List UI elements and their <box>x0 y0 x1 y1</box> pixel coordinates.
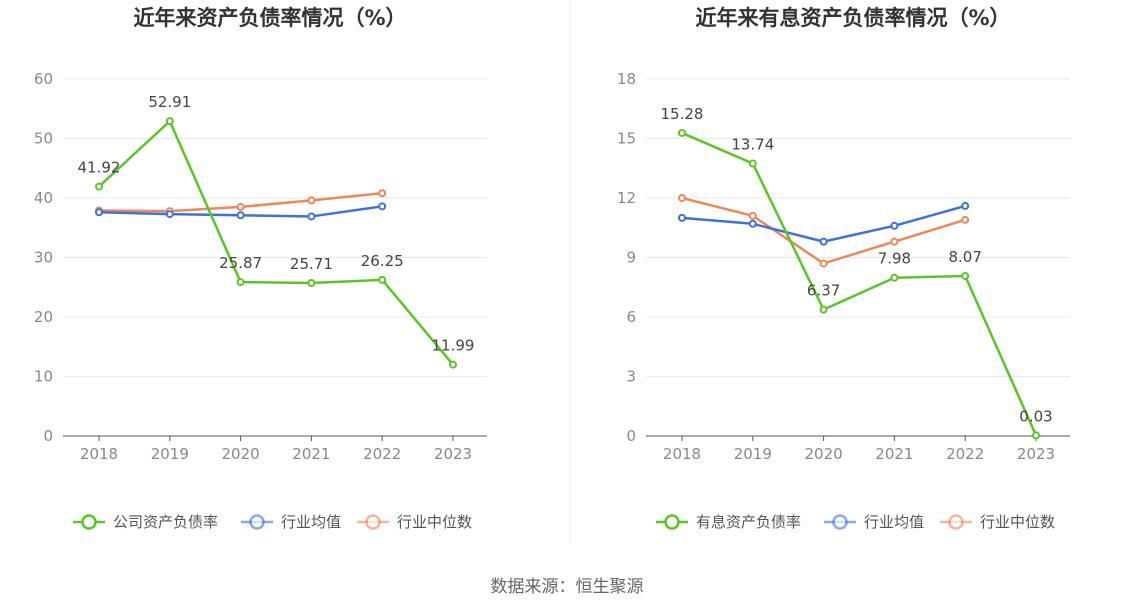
chart-title-interest-debt-ratio: 近年来有息资产负债率情况（%） <box>695 6 1010 30</box>
data-point-avg <box>165 210 174 219</box>
legend-marker-company <box>664 514 680 530</box>
data-point-company <box>95 182 103 191</box>
y-tick-label: 10 <box>34 368 53 386</box>
series-line-company <box>681 131 1038 436</box>
data-label: 0.03 <box>1019 407 1052 425</box>
y-tick-label: 0 <box>626 427 636 445</box>
legend-label-avg: 行业均值 <box>281 513 341 531</box>
data-label: 8.07 <box>948 248 981 266</box>
data-point-company <box>307 279 316 288</box>
series-line-avg <box>681 204 966 243</box>
x-tick-label: 2021 <box>875 445 913 463</box>
y-tick-label: 6 <box>626 308 636 326</box>
x-tick-label: 2019 <box>734 445 772 463</box>
series-line-company <box>98 119 454 366</box>
data-point-median <box>307 196 316 205</box>
x-tick-label: 2022 <box>363 445 401 463</box>
x-tick-label: 2023 <box>1017 445 1055 463</box>
legend-marker-median <box>365 514 381 530</box>
x-tick-label: 2020 <box>805 445 843 463</box>
x-tick-label: 2023 <box>434 445 472 463</box>
data-point-median <box>678 194 686 202</box>
chart-interest-debt-ratio: 近年来有息资产负债率情况（%） 0 3 6 9 12 15 18 2018 2019 2020 20… <box>617 6 1070 531</box>
x-tick-label: 2022 <box>946 445 984 463</box>
data-point-avg <box>678 213 686 222</box>
legend-marker-avg <box>249 514 265 530</box>
data-label: 11.99 <box>432 337 475 355</box>
data-point-company <box>449 360 457 369</box>
legend-label-median: 行业中位数 <box>397 513 472 531</box>
y-tick-label: 40 <box>34 189 53 207</box>
x-tick-label: 2018 <box>663 445 701 463</box>
data-point-avg <box>890 221 899 230</box>
x-tick-label: 2021 <box>292 445 330 463</box>
data-label: 13.74 <box>731 135 774 153</box>
y-tick-label: 60 <box>34 70 53 88</box>
y-tick-label: 3 <box>626 368 636 386</box>
legend-marker-median <box>948 514 964 530</box>
data-label: 26.25 <box>361 252 404 270</box>
data-point-avg <box>961 201 970 210</box>
legend-label-median: 行业中位数 <box>980 513 1055 531</box>
data-point-median <box>819 259 828 268</box>
data-point-avg <box>748 219 757 228</box>
y-tick-label: 9 <box>626 249 636 267</box>
x-tick-label: 2018 <box>80 445 118 463</box>
chart-title-debt-ratio: 近年来资产负债率情况（%） <box>133 6 406 30</box>
data-point-company <box>1032 431 1040 440</box>
data-label: 52.91 <box>148 93 191 111</box>
data-point-avg <box>378 202 387 211</box>
data-point-company <box>748 159 757 168</box>
y-tick-label: 20 <box>34 308 53 326</box>
data-point-median <box>236 202 245 211</box>
x-tick-label: 2020 <box>222 445 260 463</box>
data-label: 25.71 <box>290 255 333 273</box>
data-point-median <box>961 215 970 224</box>
legend-marker-company <box>81 514 97 530</box>
y-tick-label: 12 <box>617 189 636 207</box>
data-point-median <box>890 237 899 246</box>
data-point-avg <box>819 237 828 246</box>
data-point-company <box>236 278 245 287</box>
data-label: 7.98 <box>878 250 911 268</box>
legend-marker-avg <box>832 514 848 530</box>
y-tick-label: 50 <box>34 130 53 148</box>
y-tick-label: 18 <box>617 70 636 88</box>
legend-label-company: 公司资产负债率 <box>113 513 218 531</box>
y-tick-label: 30 <box>34 249 53 267</box>
data-point-avg <box>236 211 245 220</box>
y-tick-label: 0 <box>43 427 53 445</box>
data-point-avg <box>307 212 316 221</box>
legend-label-company: 有息资产负债率 <box>696 513 801 531</box>
data-label: 25.87 <box>219 254 262 272</box>
x-tick-label: 2019 <box>151 445 189 463</box>
data-point-company <box>890 273 899 282</box>
data-point-company <box>961 271 970 280</box>
legend-label-avg: 行业均值 <box>864 513 924 531</box>
data-point-company <box>678 128 686 137</box>
data-label: 6.37 <box>807 282 840 300</box>
data-point-company <box>165 117 174 126</box>
data-point-company <box>819 305 828 314</box>
data-point-median <box>378 189 387 198</box>
y-tick-label: 15 <box>617 130 636 148</box>
data-point-median <box>748 211 757 220</box>
chart-debt-ratio: 近年来资产负债率情况（%） 0 10 20 30 40 50 60 2018 2019 2020 2… <box>34 6 487 531</box>
data-point-avg <box>95 208 103 217</box>
data-label: 41.92 <box>78 159 121 177</box>
data-point-company <box>378 275 387 284</box>
series-line-median <box>681 196 966 265</box>
data-label: 15.28 <box>661 105 704 123</box>
source-label: 数据来源：恒生聚源 <box>491 577 644 597</box>
